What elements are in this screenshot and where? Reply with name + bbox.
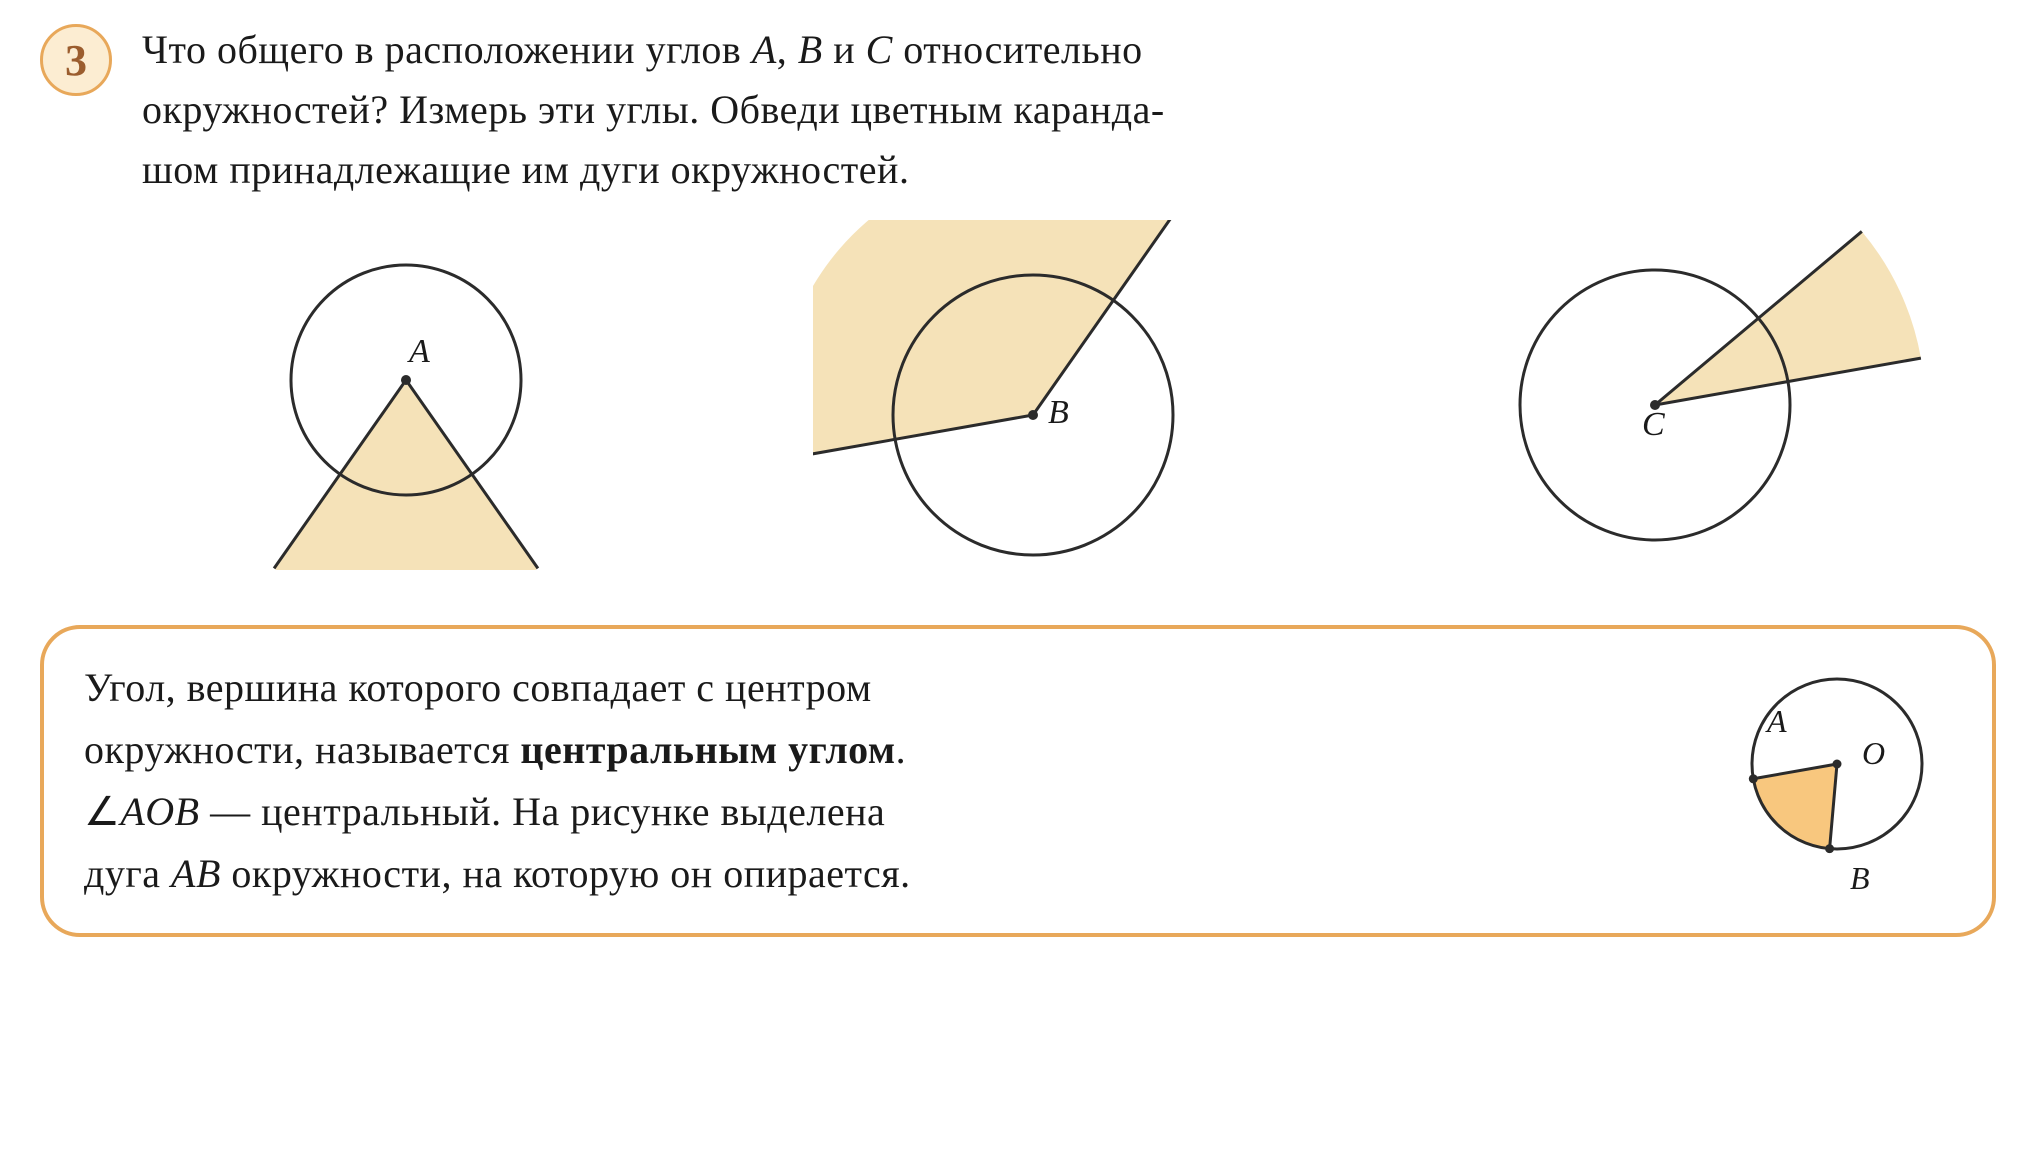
figure-B: B — [813, 220, 1293, 585]
circle-diagram-A: A — [231, 230, 631, 570]
circle-diagram-def: O A B — [1722, 664, 1952, 894]
text-part: шом принадлежащие им дуги окружностей. — [142, 147, 909, 192]
definition-text: Угол, вершина которого совпадает с центр… — [84, 657, 1682, 905]
def-line: окружности, на которую он опирается. — [221, 851, 911, 896]
def-AB: AB — [171, 851, 221, 896]
def-bold-term: центральным углом — [520, 727, 895, 772]
def-line: дуга — [84, 851, 171, 896]
problem-text: Что общего в расположении углов A, B и C… — [142, 20, 1165, 200]
svg-text:O: O — [1862, 735, 1885, 771]
svg-text:A: A — [1765, 703, 1787, 739]
def-line: . — [896, 727, 907, 772]
text-part: и — [823, 27, 866, 72]
var-B: B — [798, 27, 823, 72]
def-line: Угол, вершина которого совпадает с центр… — [84, 665, 872, 710]
circle-diagram-B: B — [813, 220, 1293, 580]
text-part: относительно — [893, 27, 1143, 72]
problem-number-badge: 3 — [40, 24, 112, 96]
def-line: — центральный. На рисунке выделена — [200, 789, 886, 834]
var-A: A — [752, 27, 777, 72]
text-part: Что общего в расположении углов — [142, 27, 752, 72]
svg-text:B: B — [1048, 394, 1069, 431]
def-AOB: AOB — [120, 789, 199, 834]
def-line: окружности, называется — [84, 727, 520, 772]
text-part: , — [777, 27, 798, 72]
svg-text:A: A — [407, 333, 430, 370]
figures-row: A B C — [170, 220, 1996, 585]
figure-C: C — [1475, 230, 1935, 575]
circle-diagram-C: C — [1475, 230, 1935, 570]
var-C: C — [866, 27, 893, 72]
definition-box: Угол, вершина которого совпадает с центр… — [40, 625, 1996, 937]
text-part: окружностей? Измерь эти углы. Обведи цве… — [142, 87, 1165, 132]
problem-header: 3 Что общего в расположении углов A, B и… — [40, 20, 1996, 200]
svg-text:C: C — [1642, 406, 1665, 443]
definition-diagram: O A B — [1722, 664, 1952, 899]
figure-A: A — [231, 230, 631, 575]
svg-text:B: B — [1850, 860, 1870, 894]
angle-symbol: ∠ — [84, 789, 120, 834]
